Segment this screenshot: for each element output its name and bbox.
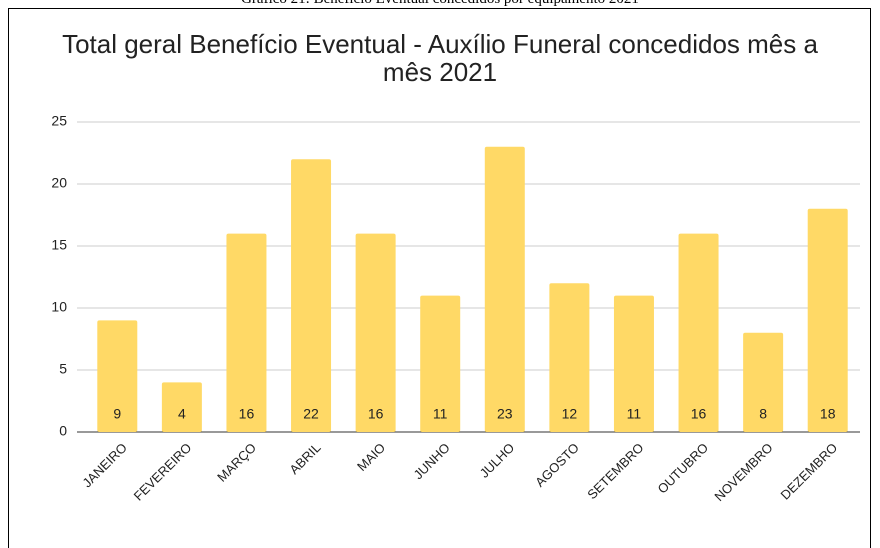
y-tick-label: 10 [51,299,67,315]
data-label: 12 [562,406,578,422]
data-label: 16 [239,406,255,422]
data-label: 11 [433,406,448,422]
bar [484,146,525,433]
y-tick-label: 20 [51,175,67,191]
data-label: 18 [820,406,836,422]
bar [549,283,590,432]
x-tick-label: NOVEMBRO [711,440,775,504]
x-tick-label: SETEMBRO [584,440,646,502]
bar [613,295,654,432]
bar [226,233,267,432]
data-label: 4 [178,406,186,422]
bar [743,332,784,432]
y-tick-label: 15 [51,237,67,253]
x-tick-label: JANEIRO [79,440,129,490]
data-label: 16 [368,406,384,422]
x-tick-label: FEVEREIRO [131,440,195,504]
x-tick-label: MARÇO [214,440,259,485]
data-label: 8 [759,406,767,422]
x-tick-label: DEZEMBRO [778,440,841,503]
x-tick-label: JULHO [477,440,518,481]
x-tick-label: ABRIL [286,440,323,477]
x-tick-label: JUNHO [410,440,452,482]
caption: Gráfico 21: Benefício Eventual concedido… [0,0,880,8]
data-label: 11 [627,406,642,422]
bar [97,320,138,432]
y-tick-label: 5 [59,361,67,377]
bar [355,233,396,432]
bar [420,295,461,432]
bar [807,208,848,432]
data-label: 16 [691,406,707,422]
bar [678,233,719,432]
bar [161,382,202,432]
x-tick-label: AGOSTO [532,440,582,490]
chart-frame [8,8,871,548]
bar [291,159,332,432]
x-tick-label: OUTUBRO [655,440,712,497]
y-tick-label: 25 [51,113,67,129]
chart-title: Total geral Benefício Eventual - Auxílio… [62,29,818,87]
data-label: 22 [303,406,319,422]
x-tick-label: MAIO [354,440,388,474]
y-tick-label: 0 [59,423,67,439]
data-label: 9 [113,406,121,422]
chart: 0 5 10 15 20 25 9 JANEIRO 4 FEVEREIRO 16 MARÇO 22 ABR… [51,113,860,504]
data-label: 23 [497,406,513,422]
